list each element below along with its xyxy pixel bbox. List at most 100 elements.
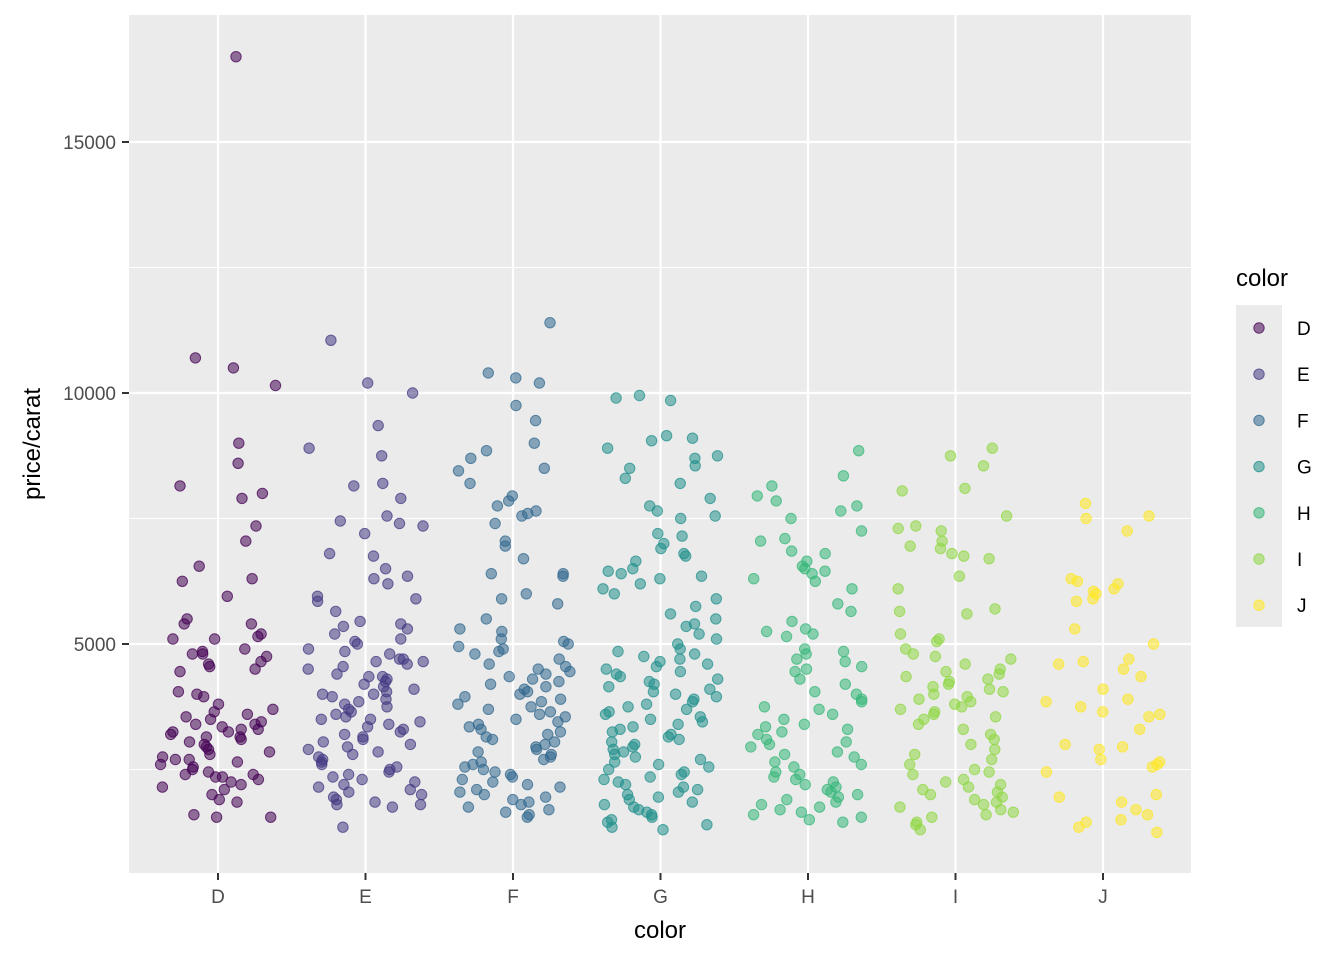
data-point-E [415, 788, 428, 801]
data-point-E [302, 743, 315, 756]
data-point-I [944, 450, 957, 462]
data-point-H [754, 535, 767, 547]
data-point-F [489, 517, 501, 530]
data-point-G [675, 768, 687, 781]
data-point-E [317, 736, 329, 748]
data-point-F [564, 665, 576, 678]
data-point-E [316, 688, 329, 700]
data-point-D [169, 753, 182, 766]
data-point-H [855, 525, 868, 537]
data-point-H [763, 738, 776, 751]
data-point-G [655, 542, 667, 555]
data-point-F [533, 708, 546, 720]
data-point-G [674, 477, 686, 490]
data-point-I [935, 525, 947, 537]
data-point-E [359, 527, 371, 540]
data-point-J [1075, 701, 1087, 713]
y-axis-title: price/carat [19, 388, 46, 500]
data-point-F [554, 781, 566, 793]
data-point-E [337, 660, 349, 673]
data-point-E [417, 520, 429, 532]
data-point-D [255, 655, 267, 668]
data-point-H [774, 804, 786, 816]
data-point-J [1071, 575, 1084, 587]
data-point-D [263, 746, 276, 758]
data-point-G [686, 696, 699, 708]
data-point-G [599, 708, 612, 720]
data-point-F [454, 786, 466, 798]
data-point-G [615, 568, 627, 580]
data-point-E [376, 450, 388, 462]
data-point-G [645, 435, 658, 447]
data-point-H [819, 547, 831, 560]
data-point-G [688, 648, 701, 660]
data-point-I [913, 693, 925, 705]
data-point-J [1143, 711, 1155, 723]
data-point-E [312, 781, 325, 793]
data-point-F [480, 613, 492, 625]
data-point-E [343, 786, 355, 798]
data-point-E [414, 798, 427, 811]
data-point-G [644, 713, 657, 725]
data-point-F [539, 791, 552, 803]
data-point-E [370, 655, 382, 668]
data-point-F [503, 495, 515, 507]
data-point-G [672, 786, 685, 798]
data-point-I [983, 683, 996, 695]
data-point-D [154, 758, 167, 771]
data-point-I [894, 628, 907, 640]
data-point-D [216, 771, 229, 783]
data-point-H [786, 615, 798, 628]
data-point-I [965, 738, 977, 751]
data-point-D [210, 811, 223, 823]
data-point-H [778, 748, 791, 761]
data-point-E [369, 796, 381, 808]
data-point-J [1079, 497, 1092, 510]
data-point-E [401, 623, 414, 635]
data-point-G [693, 628, 705, 640]
legend-title: color [1236, 265, 1288, 292]
data-point-D [156, 781, 169, 793]
data-point-F [482, 703, 495, 715]
data-point-G [602, 565, 614, 577]
data-point-F [520, 588, 532, 600]
data-point-J [1093, 743, 1105, 756]
data-point-E [401, 658, 413, 670]
data-point-I [989, 711, 1002, 723]
data-point-G [627, 563, 639, 575]
data-point-G [701, 658, 714, 670]
data-point-F [483, 658, 495, 670]
data-point-G [624, 462, 636, 474]
data-point-G [690, 600, 702, 613]
legend-label-F: F [1297, 411, 1309, 432]
data-point-G [701, 819, 713, 831]
legend-label-J: J [1297, 596, 1307, 617]
data-point-G [674, 653, 686, 665]
data-point-G [640, 698, 653, 710]
data-point-H [813, 703, 825, 715]
data-point-H [846, 583, 858, 595]
data-point-F [485, 568, 497, 580]
legend-label-H: H [1297, 504, 1311, 525]
data-point-I [928, 708, 940, 720]
data-point-F [482, 367, 494, 379]
data-point-H [835, 505, 847, 517]
data-point-G [651, 505, 663, 517]
data-point-D [265, 811, 277, 823]
data-point-F [495, 633, 507, 645]
data-point-E [356, 773, 368, 786]
data-point-I [980, 809, 992, 821]
data-point-H [855, 696, 868, 708]
data-point-H [830, 796, 842, 808]
data-point-E [404, 738, 417, 751]
data-point-D [235, 733, 247, 746]
y-tick-label: 15000 [63, 133, 116, 154]
data-point-F [452, 698, 464, 710]
data-point-E [330, 605, 342, 618]
data-point-I [907, 648, 919, 660]
x-tick-label: F [507, 887, 519, 908]
data-point-D [198, 691, 210, 703]
x-tick-label: H [801, 887, 815, 908]
data-point-E [395, 633, 407, 645]
data-point-G [598, 798, 611, 811]
